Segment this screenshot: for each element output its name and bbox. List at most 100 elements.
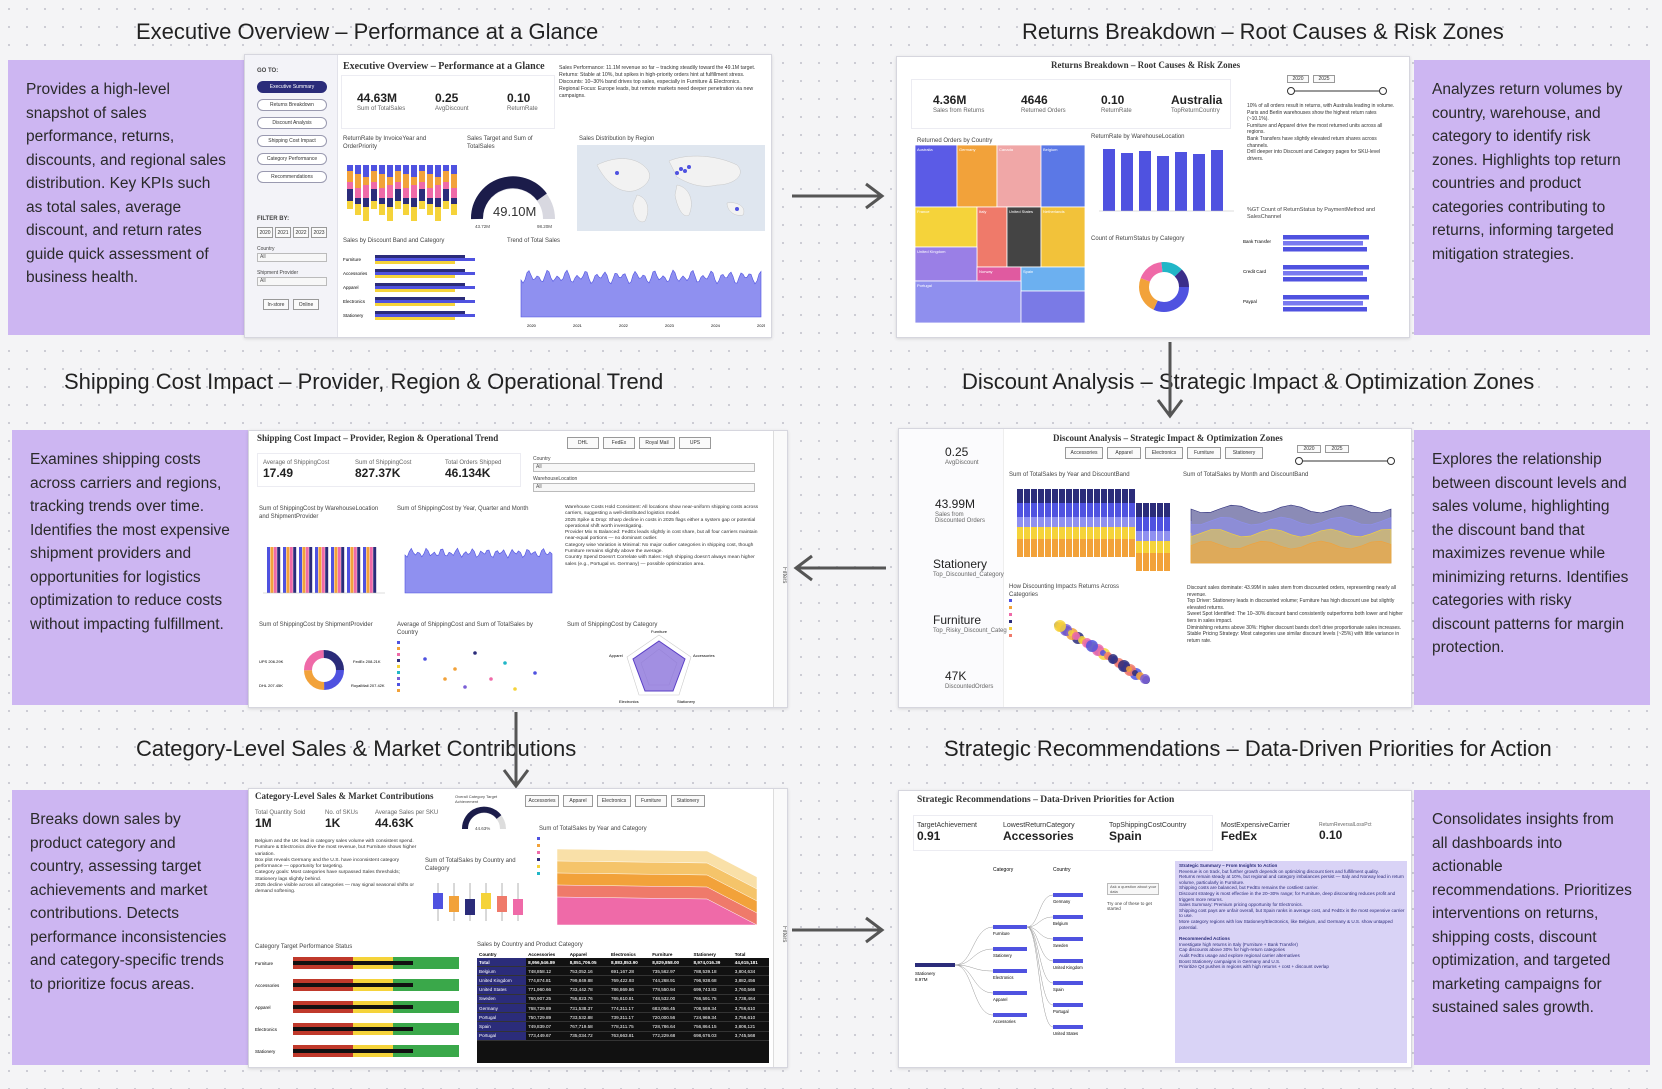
provider-donut[interactable]: UPS 206.29K FedEx 208.21K DHL 207.45K Ro… [257,637,391,703]
tab-stationery[interactable]: Stationery [671,795,705,807]
nav-recommendations[interactable]: Recommendations [257,171,327,183]
discount-band-bar-chart[interactable]: Furniture Accessories Apparel Electronics St… [341,247,491,333]
kpi-avg-shipping-cost: Average of ShippingCost 17.49 [263,460,330,480]
tree-bar [1053,1003,1083,1007]
year-start-input[interactable]: 2020 [1297,445,1321,453]
provider-dropdown[interactable]: All [257,277,327,286]
in-store-button[interactable]: In-store [263,299,289,310]
tab-fedex[interactable]: FedEx [603,437,635,449]
bar [375,303,455,306]
year-slider[interactable] [1295,455,1395,467]
decomposition-tree[interactable]: Category CountryStationery8.97MFurnitureS… [913,863,1173,1063]
dashboard-returns-breakdown[interactable]: Returns Breakdown – Root Causes & Risk Z… [896,56,1410,338]
table-cell: 763,663.81 [608,1031,651,1041]
tab-apparel[interactable]: Apparel [1107,447,1141,459]
stack-bar [1143,503,1149,517]
region-map[interactable] [577,145,765,231]
scatter-point [513,687,517,691]
table-row[interactable]: Belgium 748,858.12 753,052.16 691,167.28 735… [477,966,769,977]
table-row[interactable]: Spain 749,839.07 767,719.58 778,311.75 728,7… [477,1021,769,1032]
ribbon-segment [435,198,441,207]
category-target-bullet-chart[interactable]: Furniture Accessories Apparel Electronics St… [253,951,465,1067]
tab-dhl[interactable]: DHL [567,437,599,449]
year-2023-button[interactable]: 2023 [311,227,327,238]
sales-matrix-table[interactable]: Country Accessories Apparel Electronics Furn… [477,951,769,1063]
tab-ups[interactable]: UPS [679,437,711,449]
radar-label: Apparel [609,653,623,658]
nav-executive-summary[interactable]: Executive Summary [257,81,327,93]
tree-bar [1053,959,1083,963]
month-discountband-chart[interactable] [1181,479,1407,575]
stack-bar [1157,541,1163,553]
country-filter-dropdown[interactable]: All [533,463,755,472]
tab-electronics[interactable]: Electronics [1145,447,1183,459]
country-scatter-chart[interactable] [395,639,555,705]
warehouse-return-rate-chart[interactable] [1089,141,1239,225]
year-2022-button[interactable]: 2022 [293,227,309,238]
filters-pane-toggle[interactable]: Filters [773,789,787,1067]
stack-bar [1108,527,1114,539]
tab-furniture[interactable]: Furniture [1187,447,1221,459]
tab-royal-mail[interactable]: Royal Mail [639,437,675,449]
tab-apparel[interactable]: Apparel [563,795,593,807]
filters-pane-toggle[interactable]: Filters [773,431,787,707]
kpi-avg-discount: 0.25 AvgDiscount [945,445,979,466]
bar [305,547,309,593]
tab-furniture[interactable]: Furniture [635,795,667,807]
year-2020-button[interactable]: 2020 [257,227,273,238]
category-target-gauge[interactable] [459,803,509,833]
legend-swatch [397,647,400,650]
dashboard-shipping-cost[interactable]: Filters Shipping Cost Impact – Provider,… [248,430,788,708]
table-row[interactable]: Sweden 760,907.25 755,823.76 765,610.81 748,… [477,994,769,1004]
country-dropdown[interactable]: All [257,253,327,262]
warehouse-provider-bar-chart[interactable] [257,527,387,609]
return-status-donut[interactable] [1089,245,1239,325]
returned-orders-treemap[interactable]: Australia Germany Canada Belgium France Italy… [915,145,1085,323]
year-2021-button[interactable]: 2021 [275,227,291,238]
dashboard-discount-analysis[interactable]: Discount Analysis – Strategic Impact & O… [898,428,1412,708]
tab-accessories[interactable]: Accessories [1065,447,1103,459]
nav-returns-breakdown[interactable]: Returns Breakdown [257,99,327,111]
dashboard-category-sales[interactable]: Filters Category-Level Sales & Market Co… [248,788,788,1068]
table-cell: 699,743.83 [691,985,733,995]
bar [1283,301,1363,306]
qa-input[interactable]: Ask a question about your data [1107,883,1159,895]
sales-target-gauge[interactable] [467,159,559,229]
year-category-area-chart[interactable] [537,833,771,931]
payment-method-bar-chart[interactable]: Bank Transfer Credit Card Paypal [1243,227,1403,327]
stack-bar [1122,539,1128,557]
country-category-box-plot[interactable] [425,875,535,931]
table-row[interactable]: Portugal 750,729.89 733,532.88 739,311.17 72… [477,1012,769,1023]
dashboard-executive-overview[interactable]: GO TO: Executive Summary Returns Breakdo… [244,54,772,338]
treemap-cell [915,280,1022,323]
table-cell: 724,969.34 [691,1012,733,1023]
year-start-input[interactable]: 2020 [1287,75,1309,83]
shipping-trend-area-chart[interactable] [395,523,559,611]
tab-stationery[interactable]: Stationery [1225,447,1263,459]
table-row[interactable]: Germany 768,729.89 731,538.37 774,311.17 683… [477,1003,769,1014]
year-end-input[interactable]: 2025 [1325,445,1349,453]
category-radar-chart[interactable]: Furniture Apparel Accessories Electronic… [569,627,749,707]
table-row[interactable]: United Kingdom 774,874.81 799,849.88 769,42… [477,975,769,986]
year-end-input[interactable]: 2025 [1313,75,1335,83]
arrow-down-icon [502,712,530,789]
year-discountband-chart[interactable] [1007,479,1177,575]
return-rate-ribbon-chart[interactable] [341,155,461,229]
nav-category-performance[interactable]: Category Performance [257,153,327,165]
bar-label: Credit Card [1243,269,1267,274]
total-sales-trend-chart[interactable]: 2020 2021 2022 2023 2024 2025 [507,247,765,333]
table-row[interactable]: Portugal 773,449.67 735,034.72 763,663.81 77… [477,1031,769,1041]
table-row[interactable]: United States 771,960.66 733,442.78 786,869… [477,985,769,995]
nav-discount-analysis[interactable]: Discount Analysis [257,117,327,129]
online-button[interactable]: Online [293,299,319,310]
tab-electronics[interactable]: Electronics [597,795,631,807]
table-row[interactable]: Total 8,956,546.89 8,851,706.05 8,883,853.9… [477,958,769,968]
tab-accessories[interactable]: Accessories [525,795,559,807]
discount-returns-bubble-chart[interactable] [1007,595,1177,705]
nav-shipping-cost-impact[interactable]: Shipping Cost Impact [257,135,327,147]
warehouse-filter-dropdown[interactable]: All [533,483,755,492]
bar [375,269,465,272]
dashboard-strategic-recommendations[interactable]: Strategic Recommendations – Data-Driven … [898,790,1412,1068]
kpi-panel [899,429,1004,707]
year-slider[interactable] [1287,85,1387,97]
